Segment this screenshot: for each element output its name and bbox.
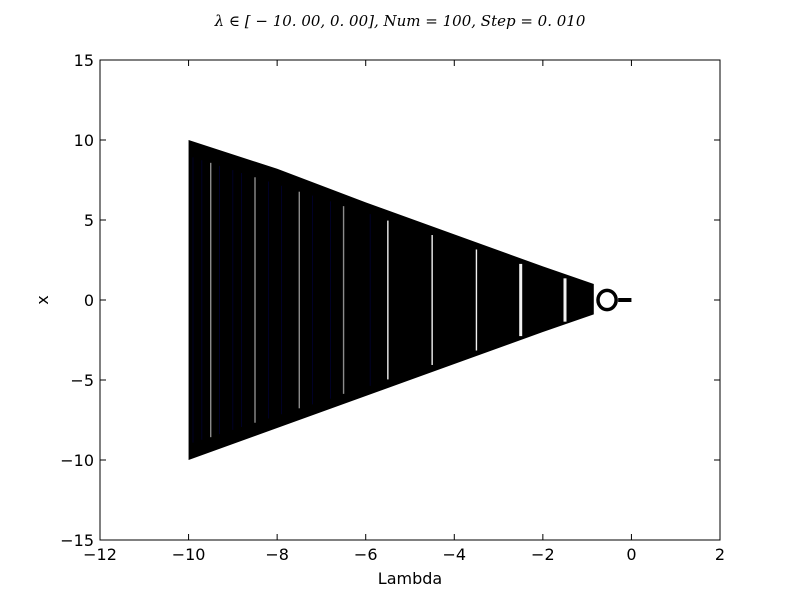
- x-tick-label: −6: [354, 545, 378, 564]
- window-gap: [519, 263, 523, 337]
- y-tick-label: 15: [74, 51, 94, 70]
- y-tick-label: −5: [70, 371, 94, 390]
- y-tick-label: 5: [84, 211, 94, 230]
- x-axis: −12 −10 −8 −6 −4 −2 0 2: [83, 60, 725, 564]
- x-tick-label: −2: [531, 545, 555, 564]
- y-axis: −15 −10 −5 0 5 10 15: [60, 51, 720, 550]
- x-tick-label: −8: [265, 545, 289, 564]
- x-tick-label: −4: [442, 545, 466, 564]
- y-tick-label: 10: [74, 131, 94, 150]
- y-tick-label: −15: [60, 531, 94, 550]
- y-tick-label: −10: [60, 451, 94, 470]
- chart-title: λ ∈ [ − 10. 00, 0. 00], Num = 100, Step …: [214, 12, 586, 30]
- y-tick-label: 0: [84, 291, 94, 310]
- y-axis-label: x: [33, 295, 52, 304]
- window-gap: [342, 206, 345, 394]
- window-gap: [254, 177, 256, 423]
- window-gap: [298, 191, 300, 409]
- x-axis-label: Lambda: [378, 569, 442, 588]
- window-gap: [475, 249, 478, 351]
- window-gap: [210, 162, 212, 438]
- x-tick-label: 2: [715, 545, 725, 564]
- x-tick-label: 0: [626, 545, 636, 564]
- bifurcation-loop: [596, 288, 618, 312]
- window-gap: [563, 278, 567, 322]
- window-gap: [387, 220, 389, 380]
- x-tick-label: −10: [172, 545, 206, 564]
- window-gap: [431, 235, 433, 365]
- plot-area: [188, 140, 632, 460]
- x-tick-label: −12: [83, 545, 117, 564]
- bifurcation-cloud: [188, 140, 594, 460]
